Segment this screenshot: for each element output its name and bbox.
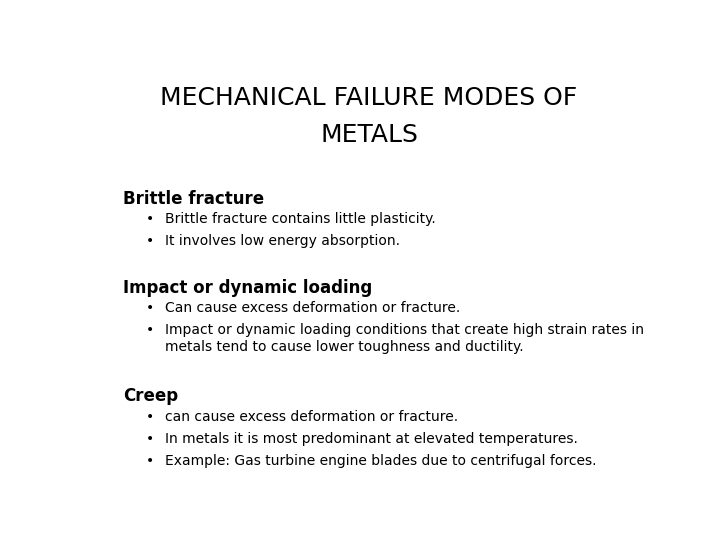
Text: Brittle fracture: Brittle fracture — [124, 190, 265, 207]
Text: METALS: METALS — [320, 123, 418, 147]
Text: •: • — [145, 212, 154, 226]
Text: Can cause excess deformation or fracture.: Can cause excess deformation or fracture… — [166, 301, 461, 315]
Text: It involves low energy absorption.: It involves low energy absorption. — [166, 234, 400, 248]
Text: MECHANICAL FAILURE MODES OF: MECHANICAL FAILURE MODES OF — [161, 85, 577, 110]
Text: In metals it is most predominant at elevated temperatures.: In metals it is most predominant at elev… — [166, 432, 578, 446]
Text: •: • — [145, 323, 154, 337]
Text: •: • — [145, 432, 154, 446]
Text: •: • — [145, 301, 154, 315]
Text: •: • — [145, 234, 154, 248]
Text: •: • — [145, 410, 154, 424]
Text: Impact or dynamic loading: Impact or dynamic loading — [124, 279, 373, 296]
Text: Impact or dynamic loading conditions that create high strain rates in
metals ten: Impact or dynamic loading conditions tha… — [166, 323, 644, 354]
Text: •: • — [145, 454, 154, 468]
Text: Brittle fracture contains little plasticity.: Brittle fracture contains little plastic… — [166, 212, 436, 226]
Text: Creep: Creep — [124, 388, 179, 406]
Text: Example: Gas turbine engine blades due to centrifugal forces.: Example: Gas turbine engine blades due t… — [166, 454, 597, 468]
Text: can cause excess deformation or fracture.: can cause excess deformation or fracture… — [166, 410, 459, 424]
